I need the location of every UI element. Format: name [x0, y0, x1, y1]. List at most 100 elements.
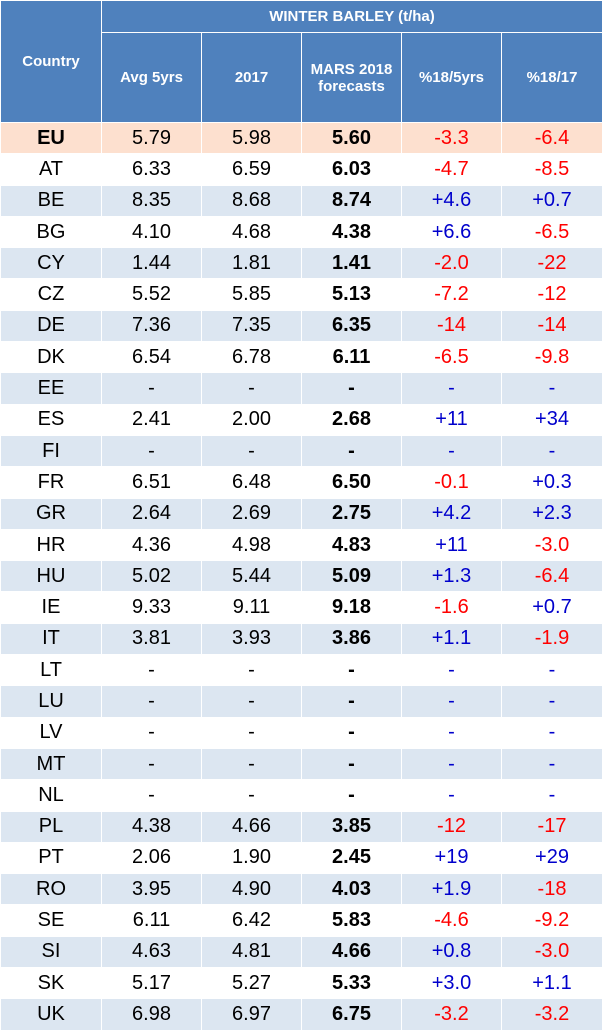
- pct-vs-5yrs-cell: -4.7: [401, 153, 502, 186]
- mars-forecast-cell: 4.66: [301, 936, 402, 969]
- year-2017-cell: -: [201, 779, 302, 812]
- pct-vs-5yrs-cell: -4.6: [401, 904, 502, 937]
- pct-vs-2017-cell: -: [501, 685, 602, 718]
- year-2017-cell: 1.90: [201, 842, 302, 875]
- year-2017-cell: 6.48: [201, 466, 302, 499]
- mars-forecast-cell: 1.41: [301, 247, 402, 280]
- pct-vs-5yrs-cell: -: [401, 748, 502, 781]
- year-2017-cell: 4.98: [201, 529, 302, 562]
- avg-5yrs-cell: 4.38: [101, 811, 202, 843]
- pct-vs-2017-cell: +29: [501, 842, 602, 875]
- year-2017-cell: -: [201, 748, 302, 781]
- country-cell: CY: [0, 247, 102, 280]
- pct-vs-2017-column-header: %18/17: [501, 32, 602, 123]
- mars-forecast-cell: 6.11: [301, 341, 402, 374]
- country-cell: AT: [0, 153, 102, 186]
- pct-vs-5yrs-cell: -3.2: [401, 998, 502, 1031]
- year-2017-cell: 4.90: [201, 873, 302, 906]
- pct-vs-2017-cell: -3.2: [501, 998, 602, 1031]
- table-row: PT 2.06 1.90 2.45 +19 +29: [0, 842, 602, 875]
- table-row: LV - - - - -: [0, 717, 602, 749]
- mars-header-line1: MARS 2018: [310, 60, 393, 78]
- year-2017-cell: 6.42: [201, 904, 302, 937]
- country-cell: NL: [0, 779, 102, 812]
- table-row: SI 4.63 4.81 4.66 +0.8 -3.0: [0, 936, 602, 969]
- pct-vs-2017-cell: +1.1: [501, 967, 602, 1000]
- year-2017-cell: 4.81: [201, 936, 302, 969]
- avg-5yrs-cell: 6.54: [101, 341, 202, 374]
- avg-5yrs-cell: -: [101, 372, 202, 405]
- pct-vs-5yrs-cell: +11: [401, 529, 502, 562]
- mars-forecast-cell: -: [301, 748, 402, 781]
- pct-vs-5yrs-cell: -6.5: [401, 341, 502, 374]
- table-row: FR 6.51 6.48 6.50 -0.1 +0.3: [0, 466, 602, 499]
- year-2017-cell: -: [201, 654, 302, 687]
- avg-5yrs-cell: 2.64: [101, 498, 202, 530]
- avg-5yrs-cell: 9.33: [101, 591, 202, 624]
- pct-vs-5yrs-cell: +3.0: [401, 967, 502, 1000]
- mars-forecast-cell: 3.86: [301, 623, 402, 656]
- pct-vs-2017-cell: -6.4: [501, 560, 602, 593]
- mars-forecast-cell: 6.03: [301, 153, 402, 186]
- year-2017-cell: -: [201, 685, 302, 718]
- table-row: PL 4.38 4.66 3.85 -12 -17: [0, 811, 602, 843]
- country-cell: EU: [0, 122, 102, 155]
- table-row: AT 6.33 6.59 6.03 -4.7 -8.5: [0, 153, 602, 186]
- year-2017-cell: 6.59: [201, 153, 302, 186]
- pct-vs-2017-cell: -17: [501, 811, 602, 843]
- table-row: BE 8.35 8.68 8.74 +4.6 +0.7: [0, 185, 602, 217]
- mars-forecast-column-header: MARS 2018 forecasts: [301, 32, 402, 123]
- mars-forecast-cell: 5.33: [301, 967, 402, 1000]
- avg-5yrs-cell: 5.79: [101, 122, 202, 155]
- country-cell: HR: [0, 529, 102, 562]
- year-2017-cell: 5.44: [201, 560, 302, 593]
- country-cell: HU: [0, 560, 102, 593]
- pct-vs-5yrs-column-header: %18/5yrs: [401, 32, 502, 123]
- pct-vs-2017-cell: +2.3: [501, 498, 602, 530]
- year-2017-cell: 6.97: [201, 998, 302, 1031]
- pct-vs-5yrs-cell: -: [401, 717, 502, 749]
- country-cell: MT: [0, 748, 102, 781]
- year-2017-cell: -: [201, 435, 302, 468]
- mars-forecast-cell: -: [301, 654, 402, 687]
- table-row: EE - - - - -: [0, 372, 602, 405]
- pct-vs-2017-cell: -: [501, 748, 602, 781]
- pct-vs-2017-cell: -9.8: [501, 341, 602, 374]
- country-cell: GR: [0, 498, 102, 530]
- mars-forecast-cell: -: [301, 372, 402, 405]
- table-row: LT - - - - -: [0, 654, 602, 687]
- pct-vs-2017-cell: -6.5: [501, 216, 602, 249]
- mars-forecast-cell: 3.85: [301, 811, 402, 843]
- mars-forecast-cell: 5.13: [301, 278, 402, 311]
- avg-5yrs-cell: 3.95: [101, 873, 202, 906]
- table-row: SE 6.11 6.42 5.83 -4.6 -9.2: [0, 904, 602, 937]
- pct-vs-2017-cell: -3.0: [501, 529, 602, 562]
- table-row: FI - - - - -: [0, 435, 602, 468]
- avg-5yrs-cell: 5.52: [101, 278, 202, 311]
- mars-forecast-cell: 4.03: [301, 873, 402, 906]
- avg-5yrs-cell: 8.35: [101, 185, 202, 217]
- pct-vs-5yrs-cell: +6.6: [401, 216, 502, 249]
- year-2017-cell: 7.35: [201, 310, 302, 343]
- pct-vs-5yrs-cell: -0.1: [401, 466, 502, 499]
- table-header: Country WINTER BARLEY (t/ha) Avg 5yrs 20…: [0, 0, 602, 123]
- pct-vs-2017-cell: -: [501, 779, 602, 812]
- mars-forecast-cell: 5.60: [301, 122, 402, 155]
- year-2017-cell: 4.68: [201, 216, 302, 249]
- country-cell: EE: [0, 372, 102, 405]
- pct-vs-5yrs-cell: -3.3: [401, 122, 502, 155]
- mars-forecast-cell: -: [301, 779, 402, 812]
- year-2017-column-header: 2017: [201, 32, 302, 123]
- mars-forecast-cell: 8.74: [301, 185, 402, 217]
- avg-5yrs-cell: 2.41: [101, 404, 202, 436]
- pct-vs-2017-cell: -: [501, 372, 602, 405]
- country-cell: UK: [0, 998, 102, 1031]
- table-row: EU 5.79 5.98 5.60 -3.3 -6.4: [0, 122, 602, 155]
- country-cell: DK: [0, 341, 102, 374]
- mars-forecast-cell: 4.83: [301, 529, 402, 562]
- mars-forecast-cell: -: [301, 717, 402, 749]
- pct-vs-2017-cell: +34: [501, 404, 602, 436]
- pct-vs-5yrs-cell: +1.1: [401, 623, 502, 656]
- mars-forecast-cell: -: [301, 435, 402, 468]
